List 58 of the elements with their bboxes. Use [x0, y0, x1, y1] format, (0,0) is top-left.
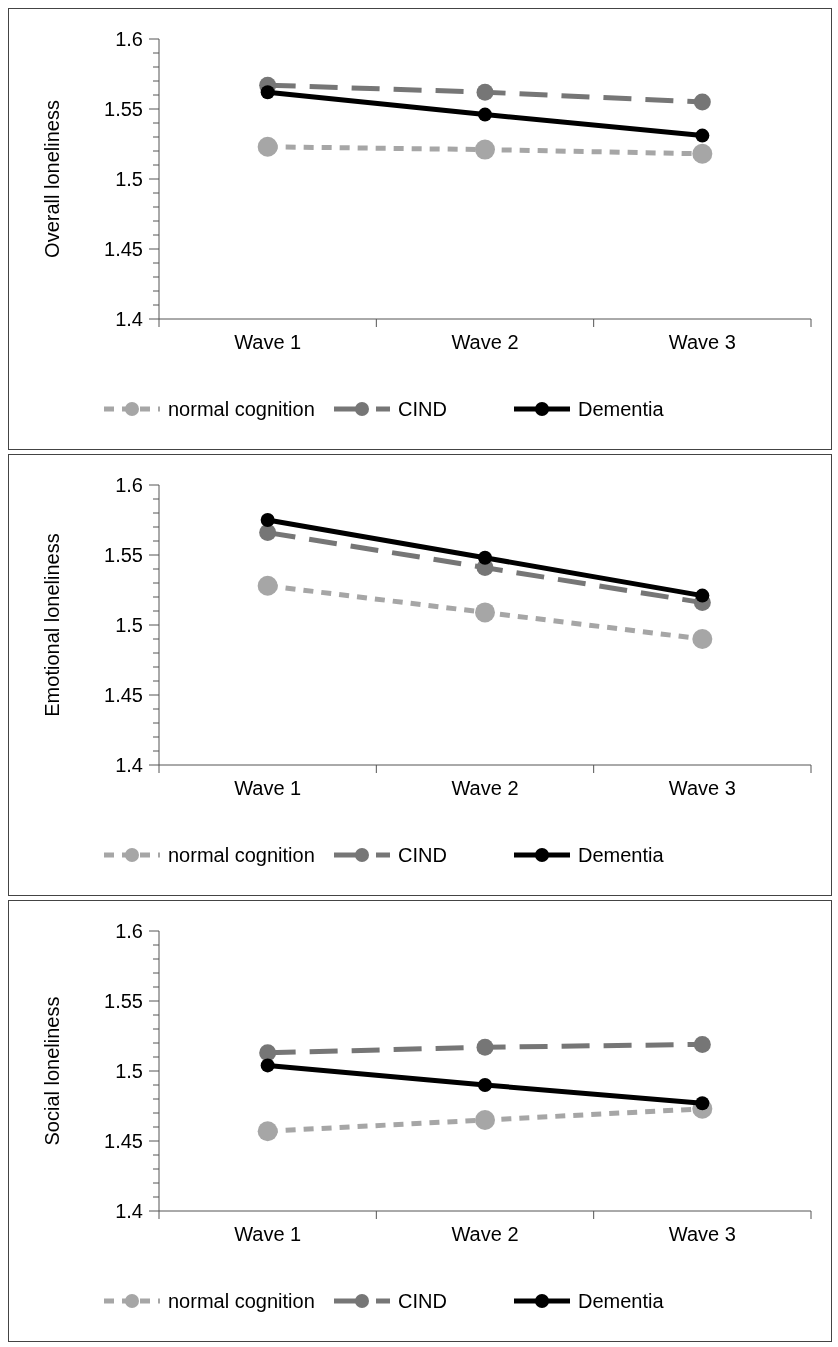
point	[695, 588, 710, 603]
y-tick-label: 1.6	[115, 474, 143, 496]
point	[692, 143, 713, 164]
y-tick-label: 1.6	[115, 920, 143, 942]
x-tick-label: Wave 1	[234, 331, 302, 353]
point	[260, 85, 275, 100]
y-tick-label: 1.55	[104, 98, 143, 120]
point	[478, 107, 492, 122]
y-tick-label: 1.55	[104, 544, 143, 566]
y-axis-title: Social loneliness	[41, 996, 63, 1146]
x-tick-label: Wave 3	[668, 1223, 736, 1245]
y-tick-label: 1.4	[115, 754, 143, 776]
legend-label: CIND	[398, 1290, 447, 1312]
legend-label: Dementia	[578, 1290, 665, 1312]
x-tick-label: Wave 2	[451, 777, 519, 799]
y-tick-label: 1.6	[115, 28, 143, 50]
point	[260, 1058, 275, 1073]
y-axis-title: Emotional loneliness	[41, 533, 63, 717]
y-tick-label: 1.45	[104, 1130, 143, 1152]
legend-label: Dementia	[578, 398, 665, 420]
y-tick-label: 1.55	[104, 990, 143, 1012]
x-tick-label: Wave 3	[668, 777, 736, 799]
x-tick-label: Wave 2	[451, 1223, 519, 1245]
y-tick-label: 1.5	[115, 168, 143, 190]
point	[695, 128, 710, 143]
x-tick-label: Wave 2	[451, 331, 519, 353]
x-tick-label: Wave 3	[668, 331, 736, 353]
point	[693, 1035, 711, 1053]
legend-label: Dementia	[578, 844, 665, 866]
point	[257, 136, 278, 157]
y-tick-label: 1.4	[115, 1200, 143, 1222]
point	[692, 629, 713, 649]
point	[259, 524, 277, 542]
point	[475, 139, 495, 160]
point	[693, 93, 711, 111]
legend-label: CIND	[398, 844, 447, 866]
y-tick-label: 1.4	[115, 308, 143, 330]
point	[478, 550, 492, 565]
legend-label: normal cognition	[168, 398, 315, 420]
point	[475, 602, 495, 623]
point	[476, 83, 494, 101]
point	[478, 1078, 492, 1092]
y-axis-title: Overall loneliness	[41, 100, 63, 258]
legend-label: normal cognition	[168, 844, 315, 866]
point	[257, 575, 278, 596]
y-tick-label: 1.5	[115, 614, 143, 636]
legend-label: normal cognition	[168, 1290, 315, 1312]
point	[476, 1038, 494, 1056]
y-tick-label: 1.5	[115, 1060, 143, 1082]
y-tick-label: 1.45	[104, 238, 143, 260]
x-tick-label: Wave 1	[234, 777, 302, 799]
legend-label: CIND	[398, 398, 447, 420]
point	[475, 1110, 495, 1130]
point	[257, 1121, 278, 1142]
point	[259, 1044, 277, 1062]
y-tick-label: 1.45	[104, 684, 143, 706]
point	[260, 513, 275, 527]
x-tick-label: Wave 1	[234, 1223, 302, 1245]
